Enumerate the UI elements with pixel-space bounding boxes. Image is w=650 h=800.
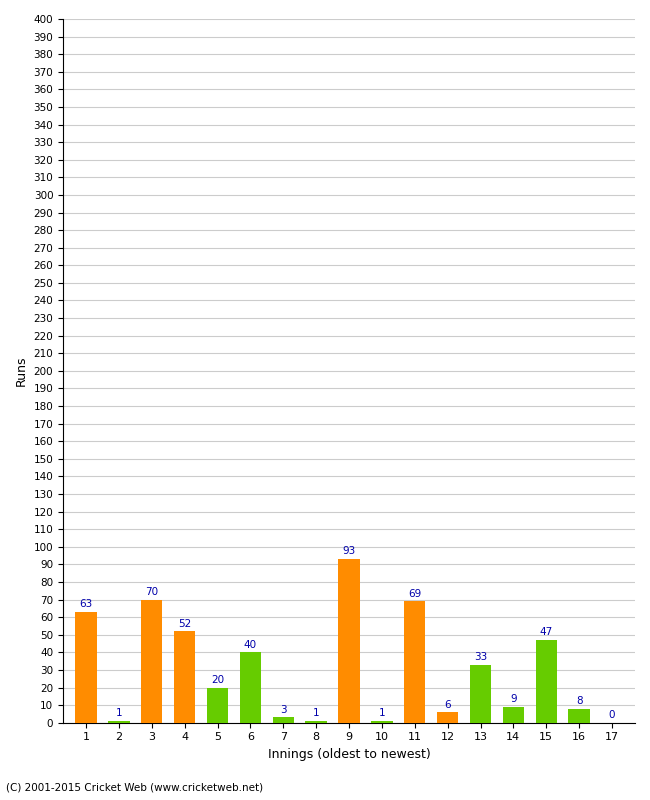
Text: 40: 40 <box>244 640 257 650</box>
Text: 70: 70 <box>145 587 159 597</box>
Text: 69: 69 <box>408 589 421 598</box>
Text: 63: 63 <box>79 599 93 610</box>
Text: 47: 47 <box>540 627 553 638</box>
Bar <box>371 721 393 722</box>
Text: 6: 6 <box>445 699 451 710</box>
Bar <box>240 652 261 722</box>
X-axis label: Innings (oldest to newest): Innings (oldest to newest) <box>268 748 430 761</box>
Text: (C) 2001-2015 Cricket Web (www.cricketweb.net): (C) 2001-2015 Cricket Web (www.cricketwe… <box>6 782 264 792</box>
Bar <box>174 631 196 722</box>
Text: 0: 0 <box>609 710 616 720</box>
Bar <box>569 709 590 722</box>
Bar <box>536 640 557 722</box>
Bar <box>109 721 129 722</box>
Bar <box>75 612 97 722</box>
Bar <box>141 599 162 722</box>
Bar <box>437 712 458 722</box>
Bar <box>470 665 491 722</box>
Text: 9: 9 <box>510 694 517 704</box>
Bar <box>306 721 327 722</box>
Text: 20: 20 <box>211 675 224 685</box>
Bar <box>272 718 294 722</box>
Text: 93: 93 <box>343 546 356 557</box>
Text: 1: 1 <box>378 708 385 718</box>
Y-axis label: Runs: Runs <box>15 356 28 386</box>
Text: 1: 1 <box>313 708 319 718</box>
Bar <box>404 602 426 722</box>
Text: 52: 52 <box>178 618 191 629</box>
Text: 1: 1 <box>116 708 122 718</box>
Bar <box>207 687 228 722</box>
Bar <box>502 707 524 722</box>
Bar <box>339 559 359 722</box>
Text: 8: 8 <box>576 696 582 706</box>
Text: 33: 33 <box>474 652 487 662</box>
Text: 3: 3 <box>280 705 287 715</box>
